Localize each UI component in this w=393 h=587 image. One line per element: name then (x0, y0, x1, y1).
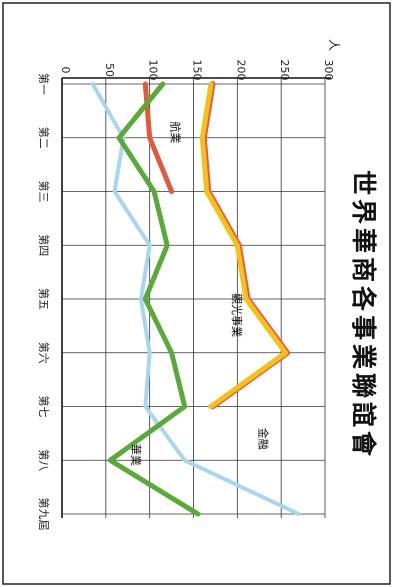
y-tick-label: 200 (234, 60, 247, 81)
x-tick-label: 第七 (37, 396, 51, 418)
series-line (107, 81, 201, 517)
x-tick-label: 第四 (37, 234, 51, 256)
y-tick-label: 300 (322, 60, 335, 81)
y-tick-label: 150 (191, 60, 204, 81)
chart-title: 世界華商各事業聯誼會 (349, 170, 378, 460)
series-label: 觀光事業 (230, 293, 244, 337)
series-line (90, 82, 301, 516)
x-tick-label: 第九屆 (37, 498, 51, 531)
x-tick-label: 第三 (37, 181, 51, 203)
series-label: 金融 (256, 428, 270, 450)
series-label: 華業 (129, 444, 142, 466)
y-tick-label: 100 (147, 60, 160, 81)
y-tick-label: 0 (59, 67, 72, 74)
series-lines (90, 81, 301, 517)
x-tick-label: 第五 (37, 288, 51, 310)
y-axis-unit: 人 (327, 39, 341, 51)
series-line (199, 81, 288, 409)
x-tick-label: 第六 (37, 342, 51, 364)
x-tick-label: 第二 (37, 127, 51, 149)
y-axis-ticks: 0 50 100 150 200 250 300 (59, 60, 335, 81)
x-tick-label: 第八 (37, 449, 51, 471)
grid (61, 77, 331, 518)
y-tick-label: 50 (103, 63, 116, 77)
series-label: 航業 (169, 121, 183, 143)
x-tick-label: 第一 (37, 73, 51, 95)
y-tick-label: 250 (278, 60, 291, 81)
